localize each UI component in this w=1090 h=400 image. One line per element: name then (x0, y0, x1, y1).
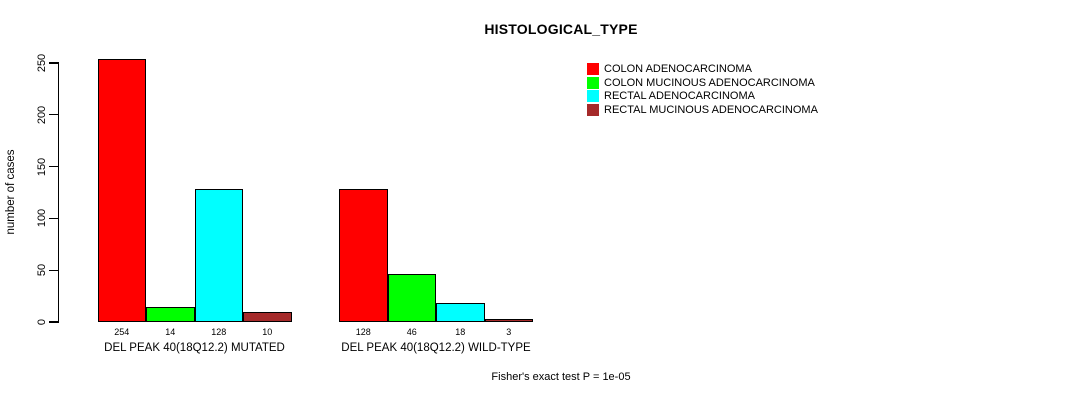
legend-item: RECTAL MUCINOUS ADENOCARCINOMA (587, 103, 818, 117)
y-tick (49, 166, 59, 168)
bar (436, 303, 485, 322)
legend-item-label: COLON ADENOCARCINOMA (604, 62, 752, 75)
y-tick (49, 114, 59, 116)
legend-swatch-icon (587, 76, 599, 89)
bar-value-label: 128 (355, 327, 371, 337)
bar (146, 307, 195, 322)
y-tick-label: 0 (36, 318, 48, 326)
y-tick-label: 200 (36, 105, 48, 124)
x-category-label: DEL PEAK 40(18Q12.2) MUTATED (104, 342, 285, 354)
bar (97, 58, 146, 322)
bar (339, 189, 388, 322)
bar-value-label: 128 (211, 327, 227, 337)
bar (484, 318, 533, 322)
y-tick-label: 100 (36, 209, 48, 228)
stat-annotation: Fisher's exact test P = 1e-05 (491, 371, 631, 383)
bar (194, 189, 243, 322)
bar-value-label: 18 (455, 327, 466, 337)
legend: COLON ADENOCARCINOMA COLON MUCINOUS ADEN… (587, 62, 818, 117)
y-tick-label: 150 (36, 157, 48, 176)
y-tick (49, 217, 59, 219)
bar-value-label: 46 (406, 327, 417, 337)
y-tick (49, 62, 59, 64)
legend-item-label: COLON MUCINOUS ADENOCARCINOMA (604, 76, 815, 89)
legend-swatch-icon (587, 62, 599, 75)
y-tick (49, 269, 59, 271)
bar-value-label: 254 (114, 327, 130, 337)
y-tick-label: 50 (36, 264, 48, 277)
legend-item: RECTAL ADENOCARCINOMA (587, 90, 818, 104)
legend-swatch-icon (587, 90, 599, 103)
bar (387, 274, 436, 322)
legend-swatch-icon (587, 104, 599, 117)
legend-item-label: RECTAL MUCINOUS ADENOCARCINOMA (604, 104, 818, 117)
legend-item-label: RECTAL ADENOCARCINOMA (604, 90, 755, 103)
bar-value-label: 3 (506, 327, 512, 337)
x-category-label: DEL PEAK 40(18Q12.2) WILD-TYPE (341, 342, 531, 354)
bar-value-label: 10 (262, 327, 273, 337)
y-axis-line (57, 63, 60, 323)
chart-title: HISTOLOGICAL_TYPE (484, 21, 638, 37)
bar-value-label: 14 (165, 327, 176, 337)
y-tick (49, 321, 59, 323)
bar (243, 311, 292, 322)
legend-item: COLON ADENOCARCINOMA (587, 62, 818, 76)
y-tick-label: 250 (36, 53, 48, 73)
legend-item: COLON MUCINOUS ADENOCARCINOMA (587, 76, 818, 90)
